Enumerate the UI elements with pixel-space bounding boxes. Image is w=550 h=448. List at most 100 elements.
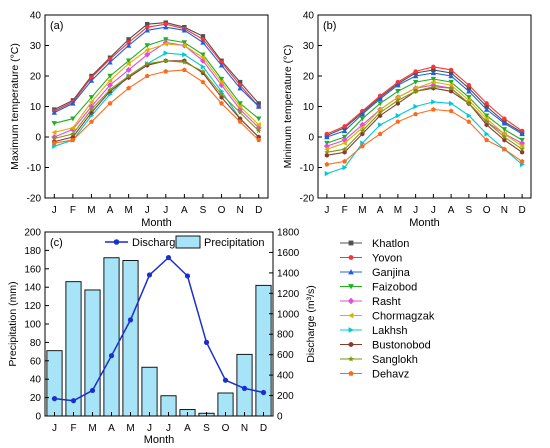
data-point xyxy=(324,170,330,177)
discharge-point xyxy=(89,387,96,394)
data-point xyxy=(466,112,472,119)
data-point xyxy=(255,128,262,134)
data-point xyxy=(466,95,472,101)
series-line xyxy=(54,60,260,143)
y-tick-label: 0 xyxy=(35,412,41,423)
x-tick-label: J xyxy=(52,423,57,434)
discharge-point xyxy=(70,398,77,404)
data-point xyxy=(501,134,508,140)
data-point xyxy=(144,60,150,67)
y-tick-label: 20 xyxy=(303,72,315,83)
data-point xyxy=(431,67,436,73)
x-tick-label: M xyxy=(394,205,402,216)
legend-label: Lakhsh xyxy=(372,325,407,337)
data-point xyxy=(395,119,401,124)
plot-frame xyxy=(317,14,532,199)
series-line xyxy=(326,66,523,135)
x-tick-label: J xyxy=(324,205,329,216)
data-point xyxy=(256,137,262,143)
x-tick-label: N xyxy=(241,423,248,434)
x-tick-label: N xyxy=(237,205,244,216)
x-tick-label: F xyxy=(70,423,76,434)
y-tick-label: 80 xyxy=(30,338,42,349)
data-point xyxy=(163,41,168,47)
precipitation-bar xyxy=(103,257,120,417)
discharge-point xyxy=(146,272,153,278)
x-tick-label: M xyxy=(88,423,96,434)
data-point xyxy=(413,69,418,74)
legend-discharge-label: Discharge xyxy=(132,237,182,249)
precipitation-bar xyxy=(122,260,139,417)
data-point xyxy=(126,37,131,42)
y-tick-label: 0 xyxy=(35,133,41,144)
data-point xyxy=(501,120,508,126)
y-tick-label: 40 xyxy=(30,11,42,22)
data-point xyxy=(181,67,187,72)
data-point xyxy=(484,104,489,109)
y-right-tick-label: 1800 xyxy=(277,228,300,239)
y-axis-label: Precipitation (mm) xyxy=(7,281,19,366)
series-line xyxy=(54,26,260,114)
data-point xyxy=(430,107,436,112)
series-line xyxy=(326,108,523,165)
data-point xyxy=(412,88,419,94)
x-tick-label: F xyxy=(342,205,348,216)
data-point xyxy=(377,109,383,115)
data-point xyxy=(377,96,383,102)
y-tick-label: -10 xyxy=(300,163,315,174)
data-point xyxy=(483,106,490,112)
data-point xyxy=(413,111,419,117)
data-point xyxy=(324,134,330,140)
precipitation-bar xyxy=(255,284,272,417)
y-tick-label: 20 xyxy=(30,393,42,404)
data-point xyxy=(484,101,489,106)
data-point xyxy=(342,164,348,171)
x-tick-label: A xyxy=(448,205,455,216)
data-point xyxy=(412,73,419,79)
x-tick-label: S xyxy=(203,423,210,434)
legend-marker xyxy=(348,312,354,319)
data-point xyxy=(359,116,366,122)
data-point xyxy=(448,85,454,91)
y-tick-label: 180 xyxy=(24,246,41,257)
y-tick-label: 40 xyxy=(30,375,42,386)
x-tick-label: D xyxy=(519,205,526,216)
data-point xyxy=(341,140,347,146)
data-point xyxy=(448,79,454,85)
y-tick-label: -20 xyxy=(27,194,42,205)
legend-label: Rasht xyxy=(372,296,401,308)
y-axis-label: Maximum temperature (°C) xyxy=(9,43,21,170)
data-point xyxy=(377,122,383,128)
data-point xyxy=(145,21,150,27)
data-point xyxy=(237,85,243,91)
legend-label: Yovon xyxy=(372,253,402,265)
x-tick-label: M xyxy=(87,205,95,216)
legend-marker xyxy=(348,341,354,348)
data-point xyxy=(466,82,472,88)
data-point xyxy=(51,121,57,126)
data-point xyxy=(484,137,490,143)
legend-marker xyxy=(347,297,355,305)
discharge-point xyxy=(241,385,248,391)
y-tick-label: 140 xyxy=(24,283,41,294)
data-point xyxy=(324,146,330,152)
data-point xyxy=(107,57,113,62)
legend-marker xyxy=(348,327,354,333)
y-tick-label: -10 xyxy=(27,163,42,174)
data-point xyxy=(182,51,188,58)
x-tick-label: J xyxy=(52,205,57,216)
data-point xyxy=(519,128,525,134)
legend-label: Dehavz xyxy=(372,369,409,381)
x-tick-label: A xyxy=(108,423,115,434)
data-point xyxy=(430,79,436,85)
y-tick-label: 30 xyxy=(30,41,42,52)
data-point xyxy=(484,131,490,137)
precipitation-bar xyxy=(236,353,253,417)
data-point xyxy=(125,66,132,73)
data-point xyxy=(341,146,348,152)
data-point xyxy=(341,128,348,134)
x-tick-label: A xyxy=(377,205,384,216)
x-tick-label: S xyxy=(200,205,207,216)
